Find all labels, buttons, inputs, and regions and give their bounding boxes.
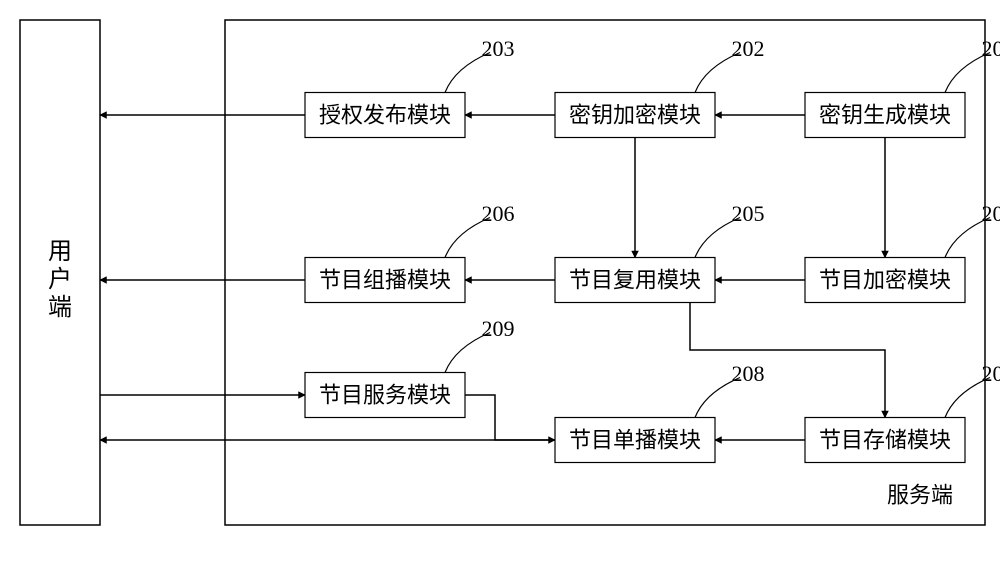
node-text-n202: 密钥加密模块 (569, 103, 701, 128)
node-text-n206: 节目组播模块 (319, 268, 451, 293)
server-label: 服务端 (887, 483, 953, 508)
edge (465, 395, 555, 440)
client-label: 户 (48, 266, 72, 293)
node-label-n209: 209 (482, 316, 515, 341)
node-text-n209: 节目服务模块 (319, 383, 451, 408)
node-label-n201: 201 (982, 36, 1000, 61)
node-label-n205: 205 (732, 201, 765, 226)
node-text-n205: 节目复用模块 (569, 268, 701, 293)
node-label-n204: 204 (982, 201, 1000, 226)
node-label-n206: 206 (482, 201, 515, 226)
client-label: 用 (48, 239, 72, 265)
node-text-n208: 节目单播模块 (569, 428, 701, 453)
client-label: 端 (48, 294, 72, 321)
edge (690, 303, 885, 418)
node-label-n203: 203 (482, 36, 515, 61)
node-label-n207: 207 (982, 361, 1000, 386)
node-text-n201: 密钥生成模块 (819, 103, 951, 128)
node-label-n202: 202 (732, 36, 765, 61)
node-text-n204: 节目加密模块 (819, 268, 951, 293)
node-label-n208: 208 (732, 361, 765, 386)
node-text-n207: 节目存储模块 (819, 428, 951, 453)
node-text-n203: 授权发布模块 (319, 103, 451, 128)
